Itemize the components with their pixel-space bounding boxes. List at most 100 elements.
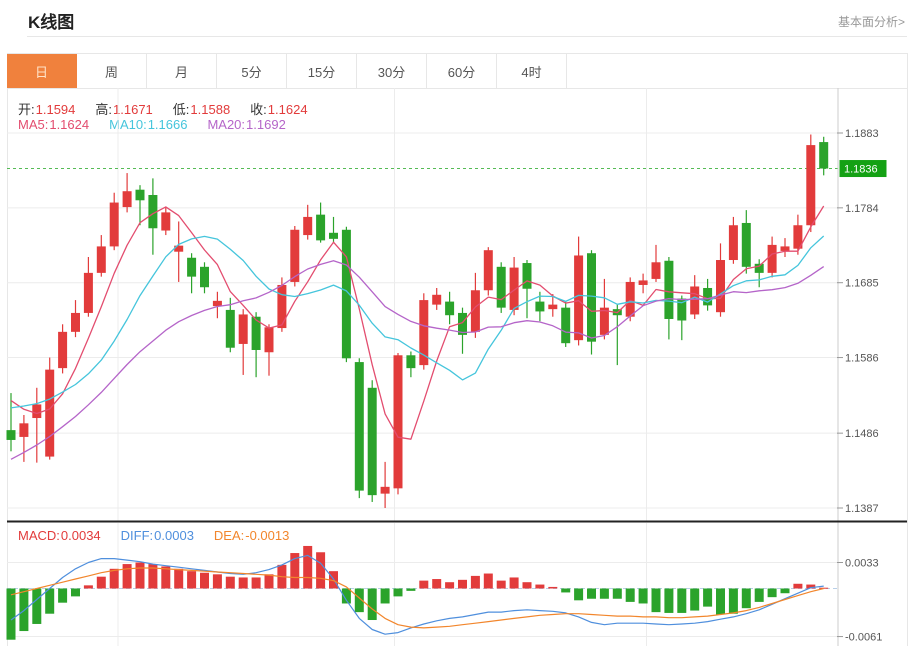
candle-body <box>264 327 274 353</box>
macd-bar <box>393 588 403 597</box>
candle-body <box>625 281 635 317</box>
legend-item: MA10:1.1666 <box>109 117 188 132</box>
candle-body <box>329 232 338 239</box>
candle-body <box>690 286 700 315</box>
macd-bar <box>19 588 29 632</box>
candle-body <box>728 225 738 261</box>
legend-item: MACD:0.0034 <box>18 528 101 543</box>
macd-bar <box>638 588 648 604</box>
candle-body <box>651 262 661 279</box>
macd-bar <box>625 588 635 602</box>
macd-bar <box>432 579 442 589</box>
macd-bar <box>806 584 816 589</box>
period-tab-0[interactable]: 日 <box>7 54 77 88</box>
period-tab-3[interactable]: 5分 <box>217 54 287 88</box>
candle-body <box>406 355 416 369</box>
macd-bar <box>303 545 313 589</box>
legend-item: DEA:-0.0013 <box>213 528 290 543</box>
macd-bar <box>290 553 300 589</box>
candle-body <box>432 294 442 305</box>
macd-bar <box>161 566 171 589</box>
candle-body <box>341 229 351 359</box>
macd-bar <box>561 588 571 593</box>
period-tabbar: 日周月 5分 15分 30分 60分 4时 <box>7 53 907 89</box>
period-tab-5[interactable]: 30分 <box>357 54 427 88</box>
macd-bar <box>793 583 803 589</box>
legend-item: 低:1.1588 <box>172 102 231 117</box>
macd-bar <box>406 588 416 591</box>
panel-divider <box>7 520 907 523</box>
macd-bar <box>174 568 184 589</box>
macd-bar <box>664 588 674 613</box>
ma5-line <box>10 205 825 440</box>
candle-body <box>664 260 674 319</box>
candle-body <box>238 314 248 344</box>
macd-bar <box>83 585 93 589</box>
macd-axis-label: -0.0061 <box>845 632 882 644</box>
candle-body <box>225 309 235 348</box>
candle-body <box>522 263 532 289</box>
macd-bar <box>496 580 506 589</box>
macd-bar <box>96 576 106 589</box>
candle-body <box>290 229 300 282</box>
macd-bar <box>367 588 377 621</box>
candle-body <box>380 486 390 494</box>
macd-bar <box>612 588 622 599</box>
candle-body <box>716 260 725 313</box>
header-divider <box>27 36 907 37</box>
macd-legend: MACD:0.0034 DIFF:0.0003 DEA:-0.0013 <box>18 528 309 543</box>
candle-body <box>200 266 209 288</box>
candle-body <box>793 225 803 249</box>
macd-bar <box>483 573 493 589</box>
candle-body <box>277 284 287 329</box>
period-tab-7[interactable]: 4时 <box>497 54 567 88</box>
period-tab-6[interactable]: 60分 <box>427 54 497 88</box>
candle-body <box>316 214 326 241</box>
candle-body <box>587 253 596 342</box>
fundamental-analysis-link[interactable]: 基本面分析> <box>837 15 905 29</box>
price-axis-label: 1.1685 <box>845 278 879 290</box>
candle-body <box>767 244 777 273</box>
macd-bar <box>458 579 467 589</box>
macd-bar <box>587 588 596 599</box>
macd-bar <box>419 580 429 589</box>
candle-body <box>367 387 377 496</box>
legend-item: DIFF:0.0003 <box>120 528 194 543</box>
candle-body <box>19 423 29 437</box>
macd-bar <box>703 588 713 607</box>
candle-body <box>303 216 313 236</box>
macd-bar <box>58 588 68 603</box>
macd-bar <box>251 577 261 589</box>
period-tab-4[interactable]: 15分 <box>287 54 357 88</box>
candle-body <box>496 266 506 308</box>
macd-axis-label: 0.0033 <box>845 557 879 569</box>
candle-body <box>187 257 197 277</box>
candle-body <box>212 300 222 307</box>
period-tab-1[interactable]: 周 <box>77 54 147 88</box>
period-tab-2[interactable]: 月 <box>147 54 217 88</box>
candle-body <box>58 331 68 369</box>
candle-body <box>445 301 455 316</box>
candle-body <box>483 250 493 291</box>
candle-body <box>251 316 261 350</box>
diff-line <box>10 554 824 635</box>
macd-bar <box>522 582 532 589</box>
macd-bar <box>445 582 455 589</box>
candle-body <box>393 355 403 489</box>
macd-bar <box>71 588 80 597</box>
macd-bar <box>574 588 584 601</box>
macd-bar <box>200 572 209 589</box>
candle-body <box>806 145 816 226</box>
candle-body <box>174 245 184 252</box>
candle-body <box>135 189 145 201</box>
macd-bar <box>354 588 364 613</box>
macd-bar <box>212 574 222 589</box>
price-axis-label: 1.1784 <box>845 203 879 215</box>
candle-body <box>458 312 467 335</box>
price-axis-label: 1.1387 <box>845 503 879 515</box>
macd-bar <box>264 574 274 589</box>
candle-body <box>509 267 519 310</box>
macd-bar <box>187 571 197 589</box>
macd-bar <box>599 588 609 599</box>
